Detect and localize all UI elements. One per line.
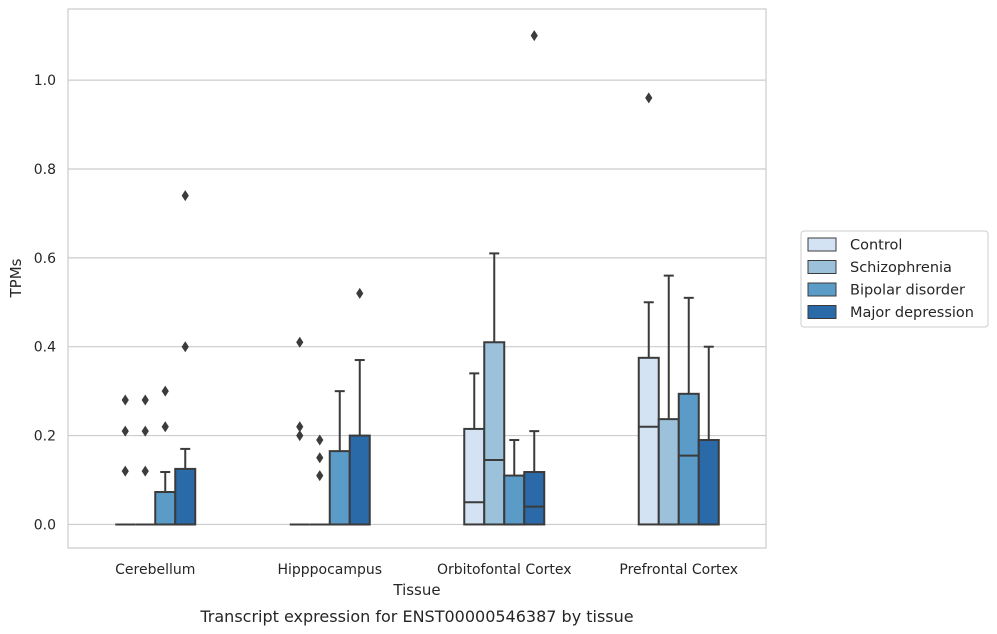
outlier-point <box>316 470 324 482</box>
y-axis-ticks: 0.0 0.2 0.4 0.6 0.8 1.0 <box>34 73 56 533</box>
box <box>348 434 371 526</box>
y-tick-label: 1.0 <box>34 73 56 89</box>
outlier-point <box>316 452 324 464</box>
outlier-point <box>645 92 653 104</box>
box-group <box>348 287 371 526</box>
outlier-point <box>161 421 169 433</box>
outlier-point <box>121 394 129 406</box>
box-group <box>115 394 136 526</box>
box <box>677 392 700 526</box>
box-group <box>135 394 156 526</box>
outlier-point <box>296 430 304 442</box>
outlier-point <box>181 341 189 353</box>
y-axis-label: TPMs <box>7 258 25 298</box>
box-group <box>503 439 526 526</box>
box <box>503 474 526 526</box>
x-axis-ticks: Cerebellum Hipppocampus Orbitofontal Corte… <box>115 562 738 578</box>
x-tick-label: Prefrontal Cortex <box>619 562 738 578</box>
box-group <box>174 190 197 526</box>
outlier-point <box>356 287 364 299</box>
box-group <box>523 30 546 526</box>
outlier-point <box>121 465 129 477</box>
box <box>697 439 720 526</box>
y-tick-label: 0.6 <box>34 251 56 267</box>
box-group <box>463 372 486 526</box>
box <box>328 450 351 526</box>
legend-frame <box>800 230 989 328</box>
box-group <box>697 345 720 526</box>
box-group <box>677 296 700 526</box>
chart-caption: Transcript expression for ENST0000054638… <box>199 607 633 626</box>
box-group <box>289 336 310 526</box>
y-tick-label: 0.0 <box>34 517 56 533</box>
box <box>154 491 177 526</box>
box-group <box>154 385 177 526</box>
y-tick-label: 0.8 <box>34 162 56 178</box>
outlier-point <box>161 385 169 397</box>
legend: Control Schizophrenia Bipolar disorder Majo… <box>800 230 989 328</box>
plot-area-frame <box>67 8 767 549</box>
legend-label: Control <box>850 238 902 254</box>
box-group <box>637 92 660 526</box>
outlier-point <box>141 425 149 437</box>
x-tick-label: Orbitofontal Cortex <box>437 562 572 578</box>
outlier-point <box>181 190 189 202</box>
outlier-point <box>296 421 304 433</box>
y-tick-label: 0.4 <box>34 340 56 356</box>
legend-swatch <box>807 305 837 319</box>
outlier-point <box>141 394 149 406</box>
x-axis-label: Tissue <box>392 581 440 599</box>
legend-swatch <box>807 237 837 252</box>
y-tick-label: 0.2 <box>34 429 56 445</box>
box <box>523 471 546 526</box>
x-tick-label: Hipppocampus <box>277 562 382 578</box>
legend-label: Bipolar disorder <box>850 283 965 299</box>
box-group <box>657 274 680 526</box>
legend-label: Major depression <box>850 305 974 321</box>
box <box>463 427 486 526</box>
box-group <box>328 390 351 526</box>
legend-swatch <box>807 282 837 297</box>
outlier-point <box>121 425 129 437</box>
outlier-point <box>530 30 538 42</box>
legend-label: Schizophrenia <box>850 260 952 276</box>
box <box>637 356 660 526</box>
box <box>483 341 506 526</box>
box-group <box>483 252 506 526</box>
box-group <box>309 434 330 526</box>
outlier-point <box>316 434 324 446</box>
x-tick-label: Cerebellum <box>115 562 195 578</box>
legend-swatch <box>807 260 837 274</box>
box <box>174 467 197 526</box>
box-plot-marks <box>115 30 720 526</box>
outlier-point <box>296 336 304 348</box>
box <box>657 418 680 526</box>
outlier-point <box>141 465 149 477</box>
